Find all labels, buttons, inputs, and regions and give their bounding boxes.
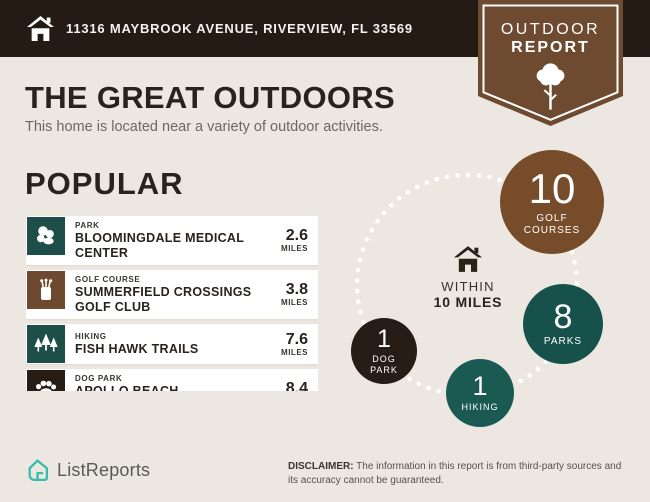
- badge-title-line1: OUTDOOR: [500, 21, 601, 38]
- pine-trees-icon: [27, 325, 65, 363]
- popular-list: PARK BLOOMINGDALE MEDICAL CENTER 2.6 MIL…: [26, 216, 318, 391]
- paw-icon: [27, 370, 65, 391]
- bubble-hiking: 1 HIKING: [446, 359, 514, 427]
- bubble-parks: 8 PARKS: [523, 284, 603, 364]
- item-distance: 3.8 MILES: [281, 281, 308, 308]
- house-icon: [454, 246, 482, 272]
- house-icon: [27, 16, 54, 41]
- item-name: FISH HAWK TRAILS: [75, 341, 199, 356]
- within-miles-text: 10 MILES: [433, 294, 503, 310]
- list-item-park: PARK BLOOMINGDALE MEDICAL CENTER 2.6 MIL…: [26, 216, 318, 265]
- item-distance: 8.4 MILES: [285, 380, 308, 392]
- item-category: DOG PARK: [75, 374, 123, 383]
- golf-icon: [27, 271, 65, 309]
- item-category: HIKING: [75, 331, 107, 341]
- badge-shield-shape: [478, 0, 623, 126]
- item-name: SUMMERFIELD CROSSINGS GOLF CLUB: [75, 285, 252, 314]
- outdoor-report-badge: OUTDOOR REPORT: [478, 0, 623, 128]
- list-item-dog-park: DOG PARK APOLLO BEACH SKATEPARK 8.4 MILE…: [26, 369, 318, 391]
- disclaimer-label: DISCLAIMER:: [288, 461, 354, 472]
- property-address: 11316 MAYBROOK AVENUE, RIVERVIEW, FL 335…: [66, 21, 413, 36]
- item-category: PARK: [75, 221, 100, 230]
- list-item-hiking: HIKING FISH HAWK TRAILS 7.6 MILES: [26, 324, 318, 364]
- popular-heading: POPULAR: [25, 166, 184, 201]
- listreports-house-icon: [28, 459, 49, 482]
- page-subtitle: This home is located near a variety of o…: [25, 119, 383, 135]
- brand-name: ListReports: [57, 460, 151, 480]
- page-title: THE GREAT OUTDOORS: [25, 80, 395, 115]
- bubble-golf-courses: 10 GOLF COURSES: [500, 150, 604, 254]
- disclaimer-text: DISCLAIMER: The information in this repo…: [288, 461, 622, 486]
- item-distance: 7.6 MILES: [281, 330, 308, 357]
- badge-title-line2: REPORT: [511, 39, 590, 56]
- item-name: BLOOMINGDALE MEDICAL CENTER: [75, 231, 244, 260]
- dotted-radius-ring: [354, 172, 580, 398]
- item-distance: 2.6 MILES: [281, 227, 308, 254]
- bubble-dog-park: 1 DOG PARK: [351, 318, 417, 384]
- tree-icon: [536, 63, 565, 110]
- item-name: APOLLO BEACH SKATEPARK: [75, 384, 179, 391]
- within-radius-label: WITHIN 10 MILES: [418, 246, 518, 310]
- park-icon: [27, 217, 65, 255]
- within-text: WITHIN: [441, 279, 495, 294]
- list-item-golf: GOLF COURSE SUMMERFIELD CROSSINGS GOLF C…: [26, 270, 318, 319]
- item-category: GOLF COURSE: [75, 275, 141, 284]
- listreports-logo: ListReports: [25, 458, 150, 483]
